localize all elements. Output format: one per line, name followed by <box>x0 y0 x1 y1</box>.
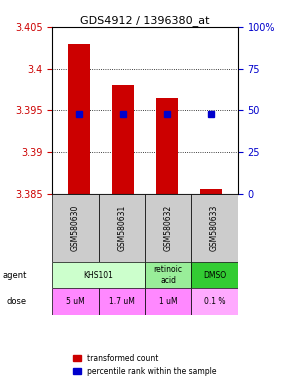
FancyBboxPatch shape <box>99 288 145 315</box>
Legend: transformed count, percentile rank within the sample: transformed count, percentile rank withi… <box>70 351 220 379</box>
Bar <box>112 85 134 194</box>
Bar <box>156 98 178 194</box>
Bar <box>200 189 222 194</box>
Text: agent: agent <box>2 271 27 280</box>
Text: 0.1 %: 0.1 % <box>204 297 225 306</box>
Text: GSM580631: GSM580631 <box>117 205 126 251</box>
Text: GSM580630: GSM580630 <box>71 205 80 251</box>
Text: 5 uM: 5 uM <box>66 297 85 306</box>
Text: 1 uM: 1 uM <box>159 297 177 306</box>
Text: dose: dose <box>7 297 27 306</box>
FancyBboxPatch shape <box>52 288 99 315</box>
FancyBboxPatch shape <box>145 262 191 288</box>
FancyBboxPatch shape <box>145 288 191 315</box>
Text: KHS101: KHS101 <box>84 271 114 280</box>
Text: GSM580632: GSM580632 <box>164 205 173 251</box>
FancyBboxPatch shape <box>52 194 99 262</box>
Bar <box>68 43 90 194</box>
FancyBboxPatch shape <box>191 194 238 262</box>
FancyBboxPatch shape <box>99 194 145 262</box>
Text: 1.7 uM: 1.7 uM <box>109 297 135 306</box>
Text: GSM580633: GSM580633 <box>210 205 219 251</box>
Title: GDS4912 / 1396380_at: GDS4912 / 1396380_at <box>80 15 210 26</box>
FancyBboxPatch shape <box>191 288 238 315</box>
FancyBboxPatch shape <box>145 194 191 262</box>
FancyBboxPatch shape <box>52 262 145 288</box>
Text: retinoic
acid: retinoic acid <box>154 265 183 285</box>
FancyBboxPatch shape <box>191 262 238 288</box>
Text: DMSO: DMSO <box>203 271 226 280</box>
